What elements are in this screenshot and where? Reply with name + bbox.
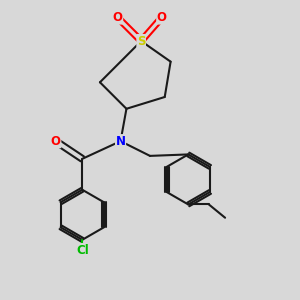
- Text: Cl: Cl: [76, 244, 89, 256]
- Text: O: O: [51, 135, 61, 148]
- Text: S: S: [137, 34, 146, 48]
- Text: O: O: [112, 11, 123, 24]
- Text: O: O: [157, 11, 167, 24]
- Text: N: N: [116, 135, 126, 148]
